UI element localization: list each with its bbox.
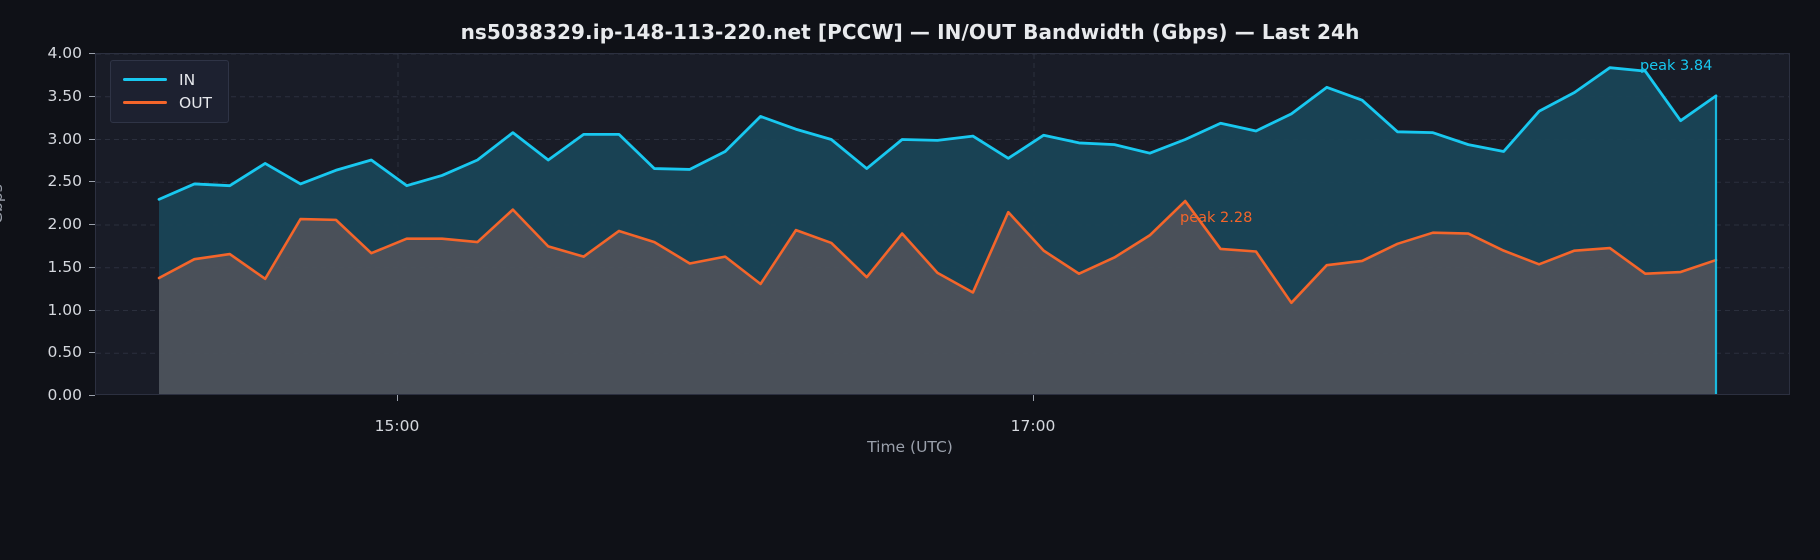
legend-item-in[interactable]: IN bbox=[123, 68, 212, 91]
x-tick-label: 15:00 bbox=[374, 417, 420, 435]
x-tick-mark bbox=[397, 395, 398, 401]
legend-label: IN bbox=[179, 70, 196, 89]
peak-annotation-in: peak 3.84 bbox=[1640, 58, 1713, 74]
y-axis-label: Gbps bbox=[0, 184, 6, 224]
x-axis-label: Time (UTC) bbox=[867, 438, 953, 456]
y-tick-label: 1.50 bbox=[47, 257, 82, 276]
legend-item-out[interactable]: OUT bbox=[123, 91, 212, 114]
x-tick-mark bbox=[1033, 395, 1034, 401]
y-tick-label: 0.50 bbox=[47, 343, 82, 362]
legend-swatch-in bbox=[123, 77, 167, 82]
y-tick-label: 2.50 bbox=[47, 172, 82, 191]
legend-swatch-out bbox=[123, 100, 167, 105]
y-tick-label: 1.00 bbox=[47, 300, 82, 319]
y-tick-mark bbox=[89, 224, 95, 225]
out-series-fill bbox=[159, 201, 1716, 394]
y-tick-mark bbox=[89, 53, 95, 54]
y-tick-mark bbox=[89, 395, 95, 396]
y-tick-label: 4.00 bbox=[47, 44, 82, 62]
y-tick-mark bbox=[89, 181, 95, 183]
y-tick-label: 2.00 bbox=[47, 215, 82, 233]
y-tick-label: 3.00 bbox=[47, 129, 82, 148]
x-tick-label: 17:00 bbox=[1010, 417, 1056, 435]
plot-area bbox=[95, 53, 1790, 395]
y-tick-mark bbox=[89, 352, 95, 354]
peak-annotation-out: peak 2.28 bbox=[1180, 210, 1253, 226]
in-series-line bbox=[157, 66, 1718, 201]
y-tick-label: 0.00 bbox=[47, 386, 82, 404]
legend-label: OUT bbox=[179, 93, 213, 112]
out-series-line bbox=[157, 199, 1718, 305]
y-tick-mark bbox=[89, 266, 95, 268]
plot-svg bbox=[96, 54, 1789, 394]
y-tick-label: 3.50 bbox=[47, 86, 82, 105]
y-tick-mark bbox=[89, 95, 95, 97]
in-series-fill bbox=[159, 67, 1716, 303]
y-tick-mark bbox=[89, 309, 95, 311]
chart-legend: IN OUT bbox=[110, 60, 230, 123]
y-tick-mark bbox=[89, 138, 95, 140]
chart-title: ns5038329.ip-148-113-220.net [PCCW] — IN… bbox=[460, 20, 1360, 44]
